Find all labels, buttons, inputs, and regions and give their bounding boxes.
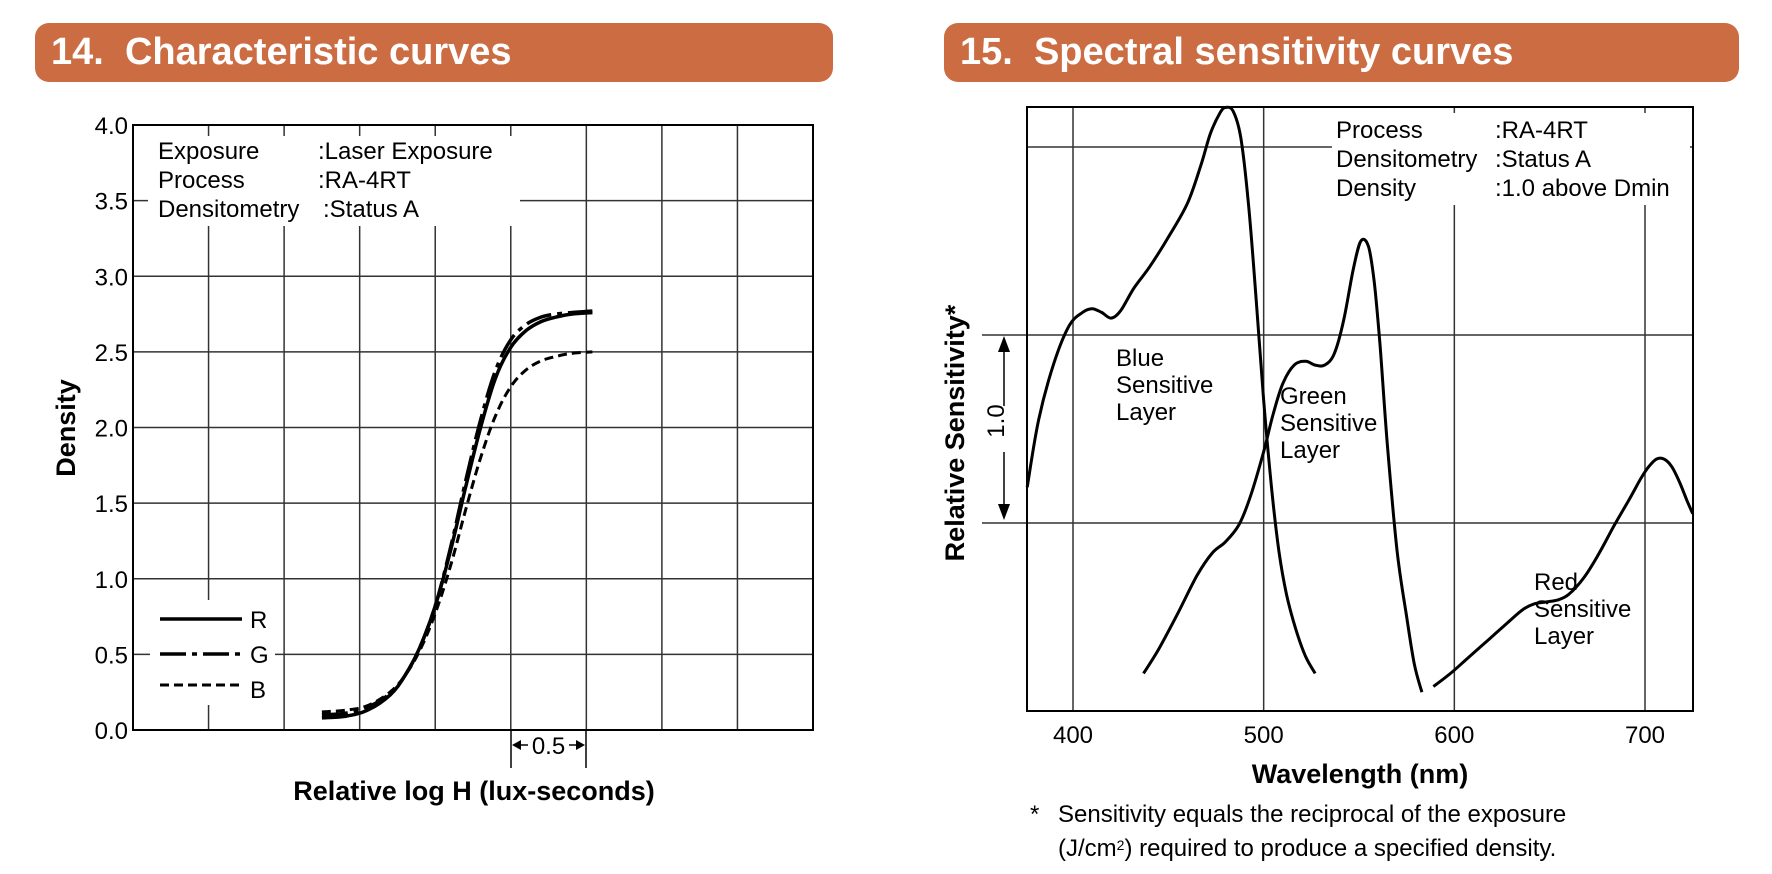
arrow-up-icon: [998, 336, 1010, 352]
plot-frame: [1026, 106, 1694, 712]
label-line: Sensitive: [1280, 410, 1377, 437]
scale-marker-label: 0.5: [532, 733, 565, 760]
y-tick-label: 1.0: [95, 567, 128, 594]
footnote-line-1: Sensitivity equals the reciprocal of the…: [1058, 801, 1567, 828]
info-box-background: [148, 136, 520, 226]
series-lines: [1025, 105, 1695, 693]
x-tick-label: 500: [1244, 722, 1284, 749]
section-14-banner: 14. Characteristic curves: [35, 23, 833, 82]
y-tick-label: 0.5: [95, 642, 128, 669]
info-block: Exposure :Laser Exposure Process :RA-4RT…: [158, 138, 493, 223]
green-layer-label: Green Sensitive Layer: [1280, 383, 1384, 464]
x-tick-label: 700: [1625, 722, 1665, 749]
y-axis-title: Relative Sensitivity*: [940, 304, 970, 561]
y-tick-label: 3.0: [95, 264, 128, 291]
x-tick-labels: 400 500 600 700: [1053, 722, 1665, 749]
series-lines: [321, 309, 593, 720]
blue-layer-label: Blue Sensitive Layer: [1116, 345, 1220, 426]
label-line: Layer: [1116, 399, 1176, 426]
info-key: Exposure: [158, 138, 259, 165]
section-number: 14.: [51, 31, 104, 73]
plot-frame: [132, 124, 814, 731]
info-key: Densitometry: [158, 196, 299, 223]
y-tick-label: 1.5: [95, 491, 128, 518]
x-tick-label: 600: [1434, 722, 1474, 749]
footnote-line-2: (J/cm2) required to produce a specified …: [1058, 830, 1556, 864]
blue-sensitivity-curve: [1025, 105, 1317, 675]
info-value: :Status A: [1495, 146, 1591, 173]
series-line-b: [321, 350, 593, 714]
info-block: Process :RA-4RT Densitometry :Status A D…: [1336, 117, 1670, 202]
spectral-sensitivity-chart: Process :RA-4RT Densitometry :Status A D…: [940, 105, 1695, 789]
footnote-text: ) required to produce a specified densit…: [1124, 835, 1557, 862]
footnote-superscript: 2: [1116, 837, 1125, 853]
info-key: Process: [158, 167, 245, 194]
info-key: Process: [1336, 117, 1423, 144]
y-tick-label: 2.5: [95, 340, 128, 367]
legend-label-b: B: [250, 677, 266, 704]
arrowhead-left-icon: [512, 740, 521, 750]
legend: R G B: [150, 600, 275, 705]
section-title: Characteristic curves: [124, 31, 512, 73]
section-15-banner: 15. Spectral sensitivity curves: [944, 23, 1739, 82]
info-box-background: [1332, 113, 1690, 205]
series-labels: Blue Sensitive Layer Green Sensitive Lay…: [1116, 345, 1638, 650]
red-layer-label: Red Sensitive Layer: [1534, 569, 1638, 650]
characteristic-curves-chart: 0.0 0.5 1.0 1.5 2.0 2.5 3.0 3.5 4.0 Exposure :La…: [51, 113, 814, 806]
y-tick-label: 0.0: [95, 718, 128, 745]
label-line: Green: [1280, 383, 1347, 410]
label-line: Layer: [1280, 437, 1340, 464]
red-sensitivity-curve: [1432, 456, 1695, 688]
label-line: Sensitive: [1534, 596, 1631, 623]
section-title: Spectral sensitivity curves: [1033, 31, 1514, 73]
section-number: 15.: [960, 31, 1013, 73]
legend-label-r: R: [250, 607, 267, 634]
info-key: Density: [1336, 175, 1416, 202]
footnote-text: (J/cm: [1058, 835, 1117, 862]
green-sensitivity-curve: [1142, 237, 1424, 693]
scale-marker-label: 1.0: [983, 404, 1010, 437]
y-tick-label: 3.5: [95, 189, 128, 216]
label-line: Blue: [1116, 345, 1164, 372]
y-tick-labels: 0.0 0.5 1.0 1.5 2.0 2.5 3.0 3.5 4.0: [95, 113, 128, 745]
info-key: Densitometry: [1336, 146, 1477, 173]
label-line: Layer: [1534, 623, 1594, 650]
info-value: :Status A: [323, 196, 419, 223]
arrowhead-right-icon: [576, 740, 585, 750]
y-axis-title: Density: [51, 379, 81, 477]
info-value: :Laser Exposure: [318, 138, 493, 165]
info-value: :RA-4RT: [1495, 117, 1588, 144]
arrow-down-icon: [998, 504, 1010, 520]
legend-label-g: G: [250, 642, 269, 669]
scale-marker: 0.5: [510, 730, 587, 768]
footnote-asterisk: *: [1030, 801, 1040, 828]
scale-marker: 1.0: [983, 336, 1010, 520]
info-value: :1.0 above Dmin: [1495, 175, 1670, 202]
y-tick-label: 2.0: [95, 416, 128, 443]
label-line: Red: [1534, 569, 1578, 596]
y-tick-label: 4.0: [95, 113, 128, 140]
x-axis-title: Relative log H (lux-seconds): [293, 776, 655, 806]
info-value: :RA-4RT: [318, 167, 411, 194]
x-tick-label: 400: [1053, 722, 1093, 749]
label-line: Sensitive: [1116, 372, 1213, 399]
x-axis-title: Wavelength (nm): [1252, 759, 1469, 789]
